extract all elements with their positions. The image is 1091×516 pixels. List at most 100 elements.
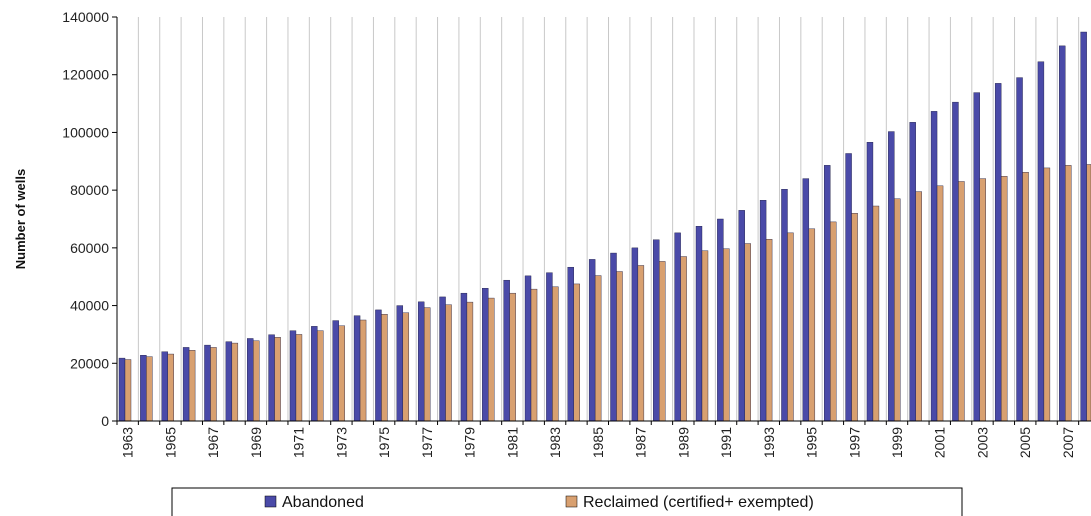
bar-reclaimed-1974	[359, 319, 367, 422]
x-tick-label-2007: 2007	[1060, 427, 1076, 458]
bar-abandoned-1992	[738, 210, 745, 422]
bar-abandoned-1990	[695, 226, 703, 422]
bar-reclaimed-2005	[1022, 172, 1029, 422]
bar-reclaimed-1988	[659, 261, 666, 422]
bar-abandoned-1982	[524, 275, 532, 422]
bar-reclaimed-1972	[317, 330, 324, 422]
bar-abandoned-1970	[268, 334, 275, 422]
bar-abandoned-1994	[781, 189, 788, 422]
bar-reclaimed-1975	[381, 314, 388, 422]
bar-reclaimed-1978	[445, 304, 452, 422]
bar-abandoned-1987	[631, 247, 639, 422]
bar-abandoned-2004	[994, 83, 1002, 422]
bar-abandoned-1984	[567, 266, 574, 422]
bar-abandoned-1976	[396, 305, 404, 422]
bar-reclaimed-1977	[423, 307, 431, 422]
y-tick-label: 20000	[70, 355, 109, 371]
x-tick-label-1983: 1983	[547, 427, 563, 458]
bar-abandoned-1965	[161, 351, 168, 422]
bar-abandoned-1966	[182, 347, 190, 422]
bar-abandoned-1967	[204, 344, 211, 422]
bar-abandoned-2008	[1080, 31, 1087, 422]
x-tick-label-1981: 1981	[504, 427, 520, 458]
y-tick-label: 140000	[62, 9, 109, 25]
bar-reclaimed-1986	[616, 271, 623, 422]
bar-reclaimed-1987	[637, 265, 645, 422]
legend: Abandoned Reclaimed (certified+ exempted…	[171, 487, 963, 516]
legend-swatch-reclaimed	[565, 495, 578, 508]
bar-reclaimed-1973	[338, 325, 345, 422]
x-tick-labels: 1963 1965 1967 1969 1971 1973 1975 1977 1979 1981…	[120, 427, 1076, 458]
bar-abandoned-1991	[717, 218, 724, 422]
bar-abandoned-1999	[888, 131, 895, 422]
x-tick-label-1973: 1973	[333, 427, 349, 458]
bar-abandoned-1995	[802, 178, 810, 422]
y-tick-label: 60000	[70, 240, 109, 256]
bar-abandoned-2002	[952, 101, 959, 422]
bar-abandoned-1983	[546, 272, 553, 422]
legend-swatch-abandoned	[264, 495, 277, 508]
bar-abandoned-1981	[503, 279, 510, 422]
x-tick-label-1969: 1969	[248, 427, 264, 458]
bar-abandoned-1977	[417, 301, 425, 422]
bar-abandoned-1993	[759, 200, 767, 422]
bar-reclaimed-2008	[1086, 164, 1091, 422]
bar-reclaimed-1992	[744, 243, 751, 422]
bar-reclaimed-1985	[594, 275, 602, 422]
x-tick-label-2003: 2003	[974, 427, 990, 458]
bar-abandoned-1997	[845, 153, 852, 422]
bar-reclaimed-2003	[979, 178, 986, 422]
bar-reclaimed-2000	[915, 191, 922, 422]
x-tick-label-1985: 1985	[590, 427, 606, 458]
y-tick-label: 100000	[62, 124, 109, 140]
bar-reclaimed-1993	[765, 238, 773, 422]
x-tick-label-1989: 1989	[675, 427, 691, 458]
x-tick-label-1991: 1991	[718, 427, 734, 458]
bar-abandoned-2005	[1016, 77, 1023, 422]
bar-reclaimed-2002	[958, 181, 965, 422]
bar-reclaimed-2006	[1043, 167, 1051, 422]
bar-reclaimed-1981	[509, 292, 516, 422]
bar-reclaimed-1963	[124, 359, 132, 422]
bar-abandoned-1974	[353, 315, 361, 422]
y-tick-label: 120000	[62, 67, 109, 83]
bar-abandoned-1985	[588, 259, 596, 422]
bar-reclaimed-1995	[808, 228, 816, 422]
bar-reclaimed-2001	[936, 185, 944, 422]
bar-reclaimed-2007	[1065, 165, 1072, 422]
x-tick-label-1987: 1987	[633, 427, 649, 458]
y-axis-label: Number of wells	[13, 169, 28, 269]
x-tick-label-1999: 1999	[889, 427, 905, 458]
bar-reclaimed-1982	[530, 288, 538, 422]
x-tick-label-1995: 1995	[804, 427, 820, 458]
bars	[118, 31, 1091, 422]
y-tick-label: 40000	[70, 298, 109, 314]
x-tick-label-1963: 1963	[120, 427, 136, 458]
bar-reclaimed-1991	[723, 248, 730, 422]
bar-abandoned-1996	[824, 165, 831, 422]
bar-reclaimed-1994	[787, 232, 794, 422]
y-tick-labels: 0 20000 40000 60000 80000 100000 120000 140000	[62, 9, 109, 429]
bar-reclaimed-1976	[402, 312, 410, 422]
x-tick-label-2005: 2005	[1017, 427, 1033, 458]
bar-reclaimed-1984	[573, 283, 580, 422]
x-tick-label-1979: 1979	[462, 427, 478, 458]
bar-abandoned-1978	[439, 296, 446, 422]
bar-reclaimed-1966	[188, 350, 196, 422]
bar-abandoned-1971	[289, 330, 297, 422]
bar-reclaimed-1967	[210, 347, 217, 422]
bar-reclaimed-1990	[701, 250, 709, 422]
legend-label-abandoned: Abandoned	[282, 494, 364, 511]
bar-reclaimed-1971	[295, 334, 303, 422]
bar-reclaimed-1980	[488, 297, 495, 422]
x-tick-label-1967: 1967	[205, 427, 221, 458]
bar-reclaimed-1965	[167, 353, 174, 422]
bar-abandoned-1998	[866, 142, 874, 422]
bar-abandoned-1969	[247, 338, 254, 422]
x-tick-label-1977: 1977	[419, 427, 435, 458]
axes	[112, 16, 1091, 425]
bar-reclaimed-1989	[680, 256, 687, 422]
bar-abandoned-1989	[674, 232, 681, 422]
